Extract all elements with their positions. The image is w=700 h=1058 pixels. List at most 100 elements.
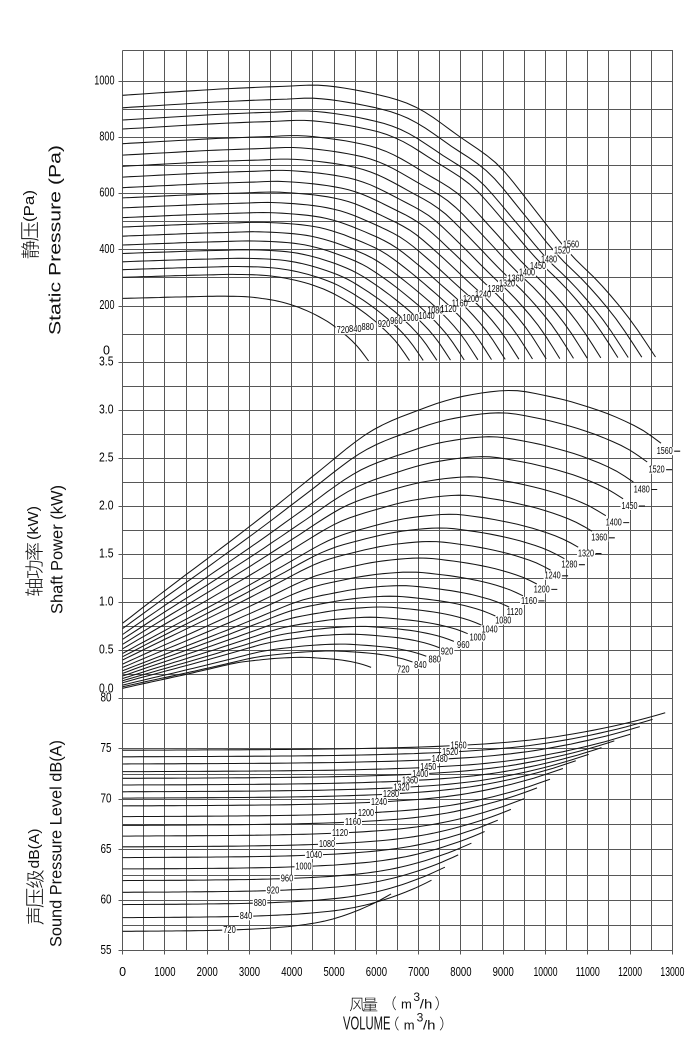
svg-text:12000: 12000	[618, 965, 642, 979]
svg-text:400: 400	[99, 242, 114, 256]
svg-text:1120: 1120	[332, 828, 348, 839]
svg-text:1450: 1450	[622, 501, 638, 512]
svg-text:200: 200	[99, 298, 114, 312]
svg-text:1560: 1560	[657, 446, 673, 457]
svg-text:0: 0	[103, 344, 110, 358]
svg-text:1200: 1200	[463, 294, 479, 305]
svg-text:1480: 1480	[634, 484, 650, 495]
svg-text:1320: 1320	[394, 782, 410, 793]
svg-text:1560: 1560	[451, 740, 467, 751]
svg-text:1080: 1080	[495, 616, 511, 627]
svg-text:720: 720	[223, 925, 236, 936]
svg-text:920: 920	[378, 319, 391, 330]
svg-text:1240: 1240	[475, 289, 491, 300]
svg-text:1320: 1320	[578, 548, 594, 559]
svg-text:840: 840	[414, 660, 427, 671]
svg-text:920: 920	[441, 646, 454, 657]
svg-text:1450: 1450	[420, 762, 436, 773]
svg-text:880: 880	[254, 898, 267, 909]
svg-text:3: 3	[417, 1011, 424, 1025]
svg-text:1360: 1360	[402, 776, 418, 787]
svg-text:VOLUME: VOLUME	[343, 1014, 391, 1034]
svg-text:1.5: 1.5	[99, 546, 114, 560]
svg-text:720: 720	[337, 325, 350, 336]
svg-text:60: 60	[101, 893, 112, 907]
svg-text:65: 65	[101, 842, 112, 856]
svg-text:5000: 5000	[324, 965, 345, 979]
svg-text:1200: 1200	[358, 808, 374, 819]
svg-text:1160: 1160	[452, 298, 468, 309]
svg-text:880: 880	[428, 654, 441, 665]
svg-text:6000: 6000	[366, 965, 387, 979]
svg-text:m: m	[404, 1018, 415, 1033]
svg-text:1240: 1240	[545, 571, 561, 582]
svg-text:1000: 1000	[403, 313, 419, 324]
svg-text:m: m	[401, 997, 412, 1012]
svg-text:Static Pressure (Pa): Static Pressure (Pa)	[46, 145, 64, 335]
svg-text:1.0: 1.0	[99, 594, 114, 608]
svg-text:(Pa): (Pa)	[21, 190, 38, 222]
svg-text:1280: 1280	[488, 284, 504, 295]
svg-text:/h: /h	[420, 997, 433, 1012]
svg-text:1560: 1560	[563, 239, 579, 250]
svg-text:1000: 1000	[154, 965, 175, 979]
svg-text:1450: 1450	[530, 261, 546, 272]
svg-text:1520: 1520	[554, 246, 570, 257]
svg-text:1480: 1480	[541, 255, 557, 266]
svg-text:1400: 1400	[412, 769, 428, 780]
svg-text:9000: 9000	[493, 965, 514, 979]
svg-text:880: 880	[361, 322, 374, 333]
svg-text:3.0: 3.0	[99, 402, 114, 416]
svg-text:Shaft Power (kW): Shaft Power (kW)	[48, 485, 66, 614]
svg-text:4000: 4000	[281, 965, 302, 979]
svg-text:(kW): (kW)	[25, 506, 42, 540]
svg-text:1200: 1200	[534, 584, 550, 595]
svg-text:2000: 2000	[197, 965, 218, 979]
svg-text:1080: 1080	[427, 306, 443, 317]
svg-text:600: 600	[99, 186, 114, 200]
svg-text:1320: 1320	[499, 279, 515, 290]
svg-text:1040: 1040	[482, 624, 498, 635]
svg-text:70: 70	[101, 792, 112, 806]
svg-text:1120: 1120	[441, 304, 457, 315]
svg-text:8000: 8000	[450, 965, 471, 979]
svg-text:2.5: 2.5	[99, 450, 114, 464]
svg-text:3000: 3000	[239, 965, 260, 979]
svg-text:0: 0	[119, 965, 126, 979]
svg-text:1040: 1040	[419, 311, 435, 322]
svg-text:Sound Pressure Level dB(A): Sound Pressure Level dB(A)	[47, 740, 65, 947]
svg-text:960: 960	[457, 640, 470, 651]
svg-text:1400: 1400	[519, 267, 535, 278]
svg-text:1400: 1400	[606, 518, 622, 529]
svg-text:1120: 1120	[507, 607, 523, 618]
svg-text:dB(A): dB(A)	[26, 828, 43, 868]
svg-text:13000: 13000	[660, 965, 684, 979]
svg-text:1480: 1480	[432, 754, 448, 765]
svg-text:1360: 1360	[508, 273, 524, 284]
svg-text:1520: 1520	[649, 465, 665, 476]
svg-text:1080: 1080	[319, 839, 335, 850]
svg-text:1240: 1240	[371, 797, 387, 808]
svg-text:0.5: 0.5	[99, 642, 114, 656]
svg-text:960: 960	[390, 316, 403, 327]
svg-text:1040: 1040	[306, 850, 322, 861]
svg-text:1160: 1160	[345, 817, 361, 828]
svg-text:0.0: 0.0	[99, 681, 114, 695]
svg-text:1360: 1360	[591, 533, 607, 544]
svg-text:75: 75	[101, 741, 112, 755]
svg-text:80: 80	[101, 691, 112, 705]
svg-text:1280: 1280	[561, 560, 577, 571]
svg-text:1000: 1000	[94, 73, 114, 87]
svg-text:1280: 1280	[383, 789, 399, 800]
svg-text:2.0: 2.0	[99, 498, 114, 512]
svg-text:11000: 11000	[576, 965, 600, 979]
svg-text:55: 55	[101, 943, 112, 957]
svg-text:840: 840	[240, 911, 253, 922]
svg-text:10000: 10000	[534, 965, 558, 979]
svg-text:960: 960	[281, 873, 294, 884]
svg-text:1000: 1000	[296, 861, 312, 872]
svg-text:720: 720	[397, 664, 410, 675]
svg-text:3.5: 3.5	[99, 355, 114, 369]
svg-text:7000: 7000	[408, 965, 429, 979]
svg-text:800: 800	[99, 130, 114, 144]
